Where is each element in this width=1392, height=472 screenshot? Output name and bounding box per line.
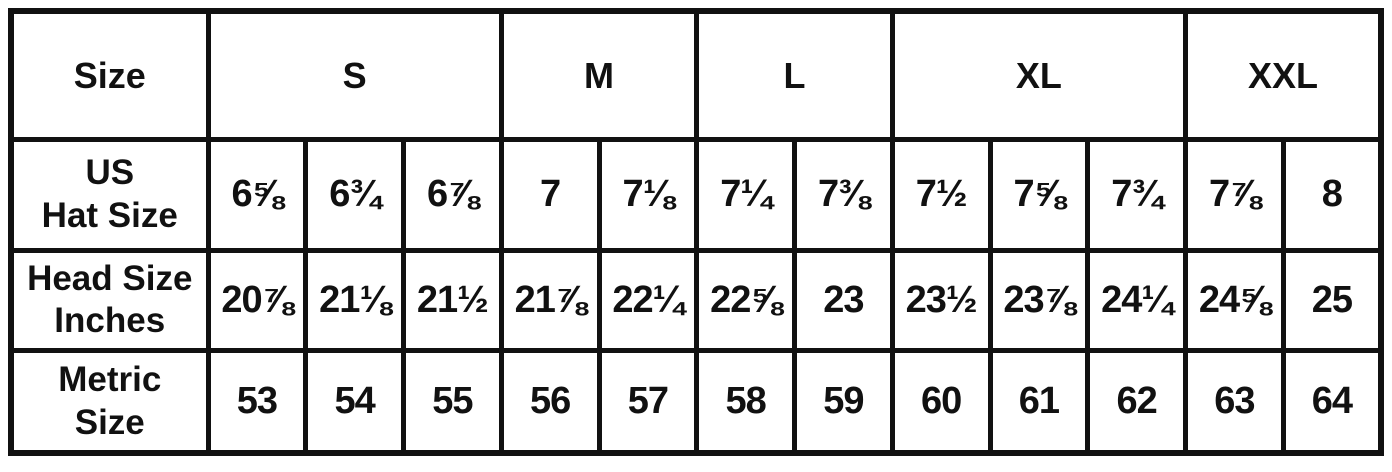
metric-size-value: 59 <box>792 348 895 456</box>
us-hat-size-value: 7⅛ <box>596 137 700 253</box>
head-size-value: 21⅛ <box>303 247 406 354</box>
size-group-m: M <box>498 8 700 143</box>
us-hat-size-row-label: US Hat Size <box>8 137 211 253</box>
us-hat-size-value: 7⅜ <box>792 137 895 253</box>
head-size-value: 20⅞ <box>205 247 309 354</box>
metric-size-value: 55 <box>401 348 504 456</box>
row-label-line: Metric <box>58 359 162 399</box>
us-hat-size-value: 6⅝ <box>205 137 309 253</box>
us-hat-size-value: 7 <box>498 137 602 253</box>
metric-size-value: 60 <box>889 348 993 456</box>
metric-size-value: 54 <box>303 348 406 456</box>
metric-size-value: 64 <box>1280 348 1384 456</box>
head-size-value: 23½ <box>889 247 993 354</box>
row-label-line: US <box>85 153 135 193</box>
row-label-line: Size <box>74 402 145 442</box>
us-hat-size-value: 7⅝ <box>987 137 1091 253</box>
head-size-value: 25 <box>1280 247 1384 354</box>
head-size-value: 23 <box>792 247 895 354</box>
row-label-line: Hat Size <box>41 195 178 235</box>
size-row-label: Size <box>8 8 211 143</box>
us-hat-size-value: 7¼ <box>694 137 797 253</box>
head-size-value: 21½ <box>401 247 504 354</box>
size-group-s: S <box>205 8 504 143</box>
size-group-xl: XL <box>889 8 1189 143</box>
head-size-value: 24⅝ <box>1183 247 1286 354</box>
head-size-value: 22⅝ <box>694 247 797 354</box>
metric-size-row-label: Metric Size <box>8 348 211 456</box>
us-hat-size-value: 7½ <box>889 137 993 253</box>
head-size-value: 23⅞ <box>987 247 1091 354</box>
head-size-value: 21⅞ <box>498 247 602 354</box>
row-label-line: Inches <box>54 301 166 341</box>
head-size-value: 24¼ <box>1085 247 1188 354</box>
us-hat-size-value: 7¾ <box>1085 137 1188 253</box>
us-hat-size-value: 6¾ <box>303 137 406 253</box>
size-group-l: L <box>694 8 895 143</box>
metric-size-value: 53 <box>205 348 309 456</box>
metric-size-value: 61 <box>987 348 1091 456</box>
size-header-row: Size S M L XL XXL <box>8 8 1384 143</box>
head-size-inches-row: Head Size Inches 20⅞ 21⅛ 21½ 21⅞ 22¼ 22⅝… <box>8 247 1384 354</box>
us-hat-size-row: US Hat Size 6⅝ 6¾ 6⅞ 7 7⅛ 7¼ 7⅜ 7½ 7⅝ 7¾… <box>8 137 1384 253</box>
hat-size-chart: Size S M L XL XXL US Hat Size 6⅝ 6¾ 6⅞ 7… <box>8 8 1384 456</box>
us-hat-size-value: 6⅞ <box>401 137 504 253</box>
row-label-line: Head Size <box>27 258 193 298</box>
metric-size-value: 57 <box>596 348 700 456</box>
head-size-inches-row-label: Head Size Inches <box>8 247 211 354</box>
us-hat-size-value: 8 <box>1280 137 1384 253</box>
metric-size-row: Metric Size 53 54 55 56 57 58 59 60 61 6… <box>8 348 1384 456</box>
size-group-xxl: XXL <box>1183 8 1384 143</box>
metric-size-value: 63 <box>1183 348 1286 456</box>
metric-size-value: 62 <box>1085 348 1188 456</box>
metric-size-value: 56 <box>498 348 602 456</box>
metric-size-value: 58 <box>694 348 797 456</box>
us-hat-size-value: 7⅞ <box>1183 137 1286 253</box>
head-size-value: 22¼ <box>596 247 700 354</box>
